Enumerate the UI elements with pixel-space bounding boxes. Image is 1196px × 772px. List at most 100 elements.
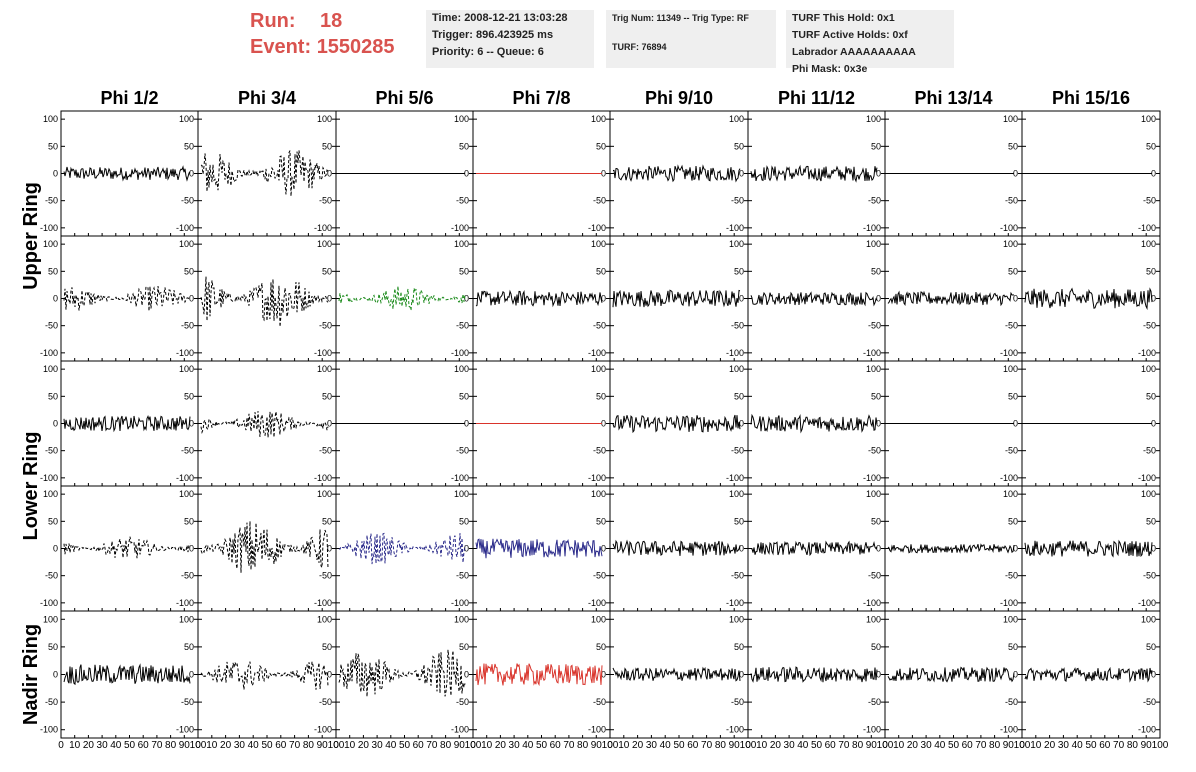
waveform-panel: 100 50 0 -50 -100 100 50 0 -50 -100 [40,235,199,362]
x-tick-label: 100 [740,740,757,751]
y-tick-label: 0 [876,294,881,304]
x-tick-label: 0 [607,740,613,751]
y-tick-label: -100 [1138,473,1156,483]
waveform-trace [887,543,1015,554]
y-tick-label: -100 [588,348,606,358]
y-tick-label: 100 [454,239,469,249]
waveform-panel: 100 50 0 -50 -100 [335,110,474,237]
y-tick-label: 0 [53,419,58,429]
y-tick-label: 50 [596,266,606,276]
x-tick-label: 30 [372,740,384,751]
x-tick-label: 10 [69,740,81,751]
y-tick-label: 0 [327,419,332,429]
y-tick-label: -100 [1138,223,1156,233]
column-title: Phi 1/2 [100,88,158,108]
y-tick-label: -100 [726,725,744,735]
y-tick-label: -50 [1143,321,1156,331]
run-value: 18 [320,10,343,32]
y-tick-label: -100 [863,725,881,735]
column-title: Phi 15/16 [1052,88,1130,108]
y-tick-label: 0 [876,670,881,680]
y-tick-label: 0 [464,670,469,680]
ring-label: Upper Ring [20,182,42,290]
waveform-trace [1024,287,1153,311]
trigger-text: Trigger: 896.423925 ms [432,29,554,41]
y-tick-label: 50 [596,391,606,401]
x-tick-label: 50 [261,740,273,751]
y-tick-label: 50 [1146,642,1156,652]
y-tick-label: 100 [317,614,332,624]
y-tick-label: 100 [43,489,58,499]
waveform-panel: 100 50 0 -50 -100 100 50 0 -50 -100 [40,360,199,487]
y-tick-label: 50 [1008,516,1018,526]
turf-text: TURF: 76894 [612,42,667,52]
x-tick-label: 20 [907,740,919,751]
waveform-trace [475,663,603,687]
y-tick-label: 0 [189,294,194,304]
y-tick-label: -100 [451,348,469,358]
y-tick-label: 100 [179,364,194,374]
y-tick-label: 100 [591,614,606,624]
waveform-trace [612,666,741,682]
waveform-trace [63,165,191,182]
y-tick-label: 50 [459,266,469,276]
y-tick-label: -100 [176,223,194,233]
y-tick-label: 0 [327,544,332,554]
y-tick-label: -50 [1143,571,1156,581]
x-tick-label: 90 [1003,740,1015,751]
x-tick-label: 30 [646,740,658,751]
y-tick-label: 0 [739,294,744,304]
waveform-panel: 100 50 0 -50 -100 [335,485,474,612]
y-tick-label: 100 [43,239,58,249]
y-tick-label: 50 [1146,391,1156,401]
y-tick-label: -100 [176,473,194,483]
panel-frame [60,110,199,237]
y-tick-label: -100 [1138,348,1156,358]
waveform-trace [750,413,878,434]
x-tick-label: 70 [563,740,575,751]
turf-this-hold-text: TURF This Hold: 0x1 [792,12,895,24]
y-tick-label: 50 [48,266,58,276]
y-tick-label: -100 [1138,598,1156,608]
waveform-panel: 100 50 0 -50 -100 [884,110,1023,237]
x-tick-label: 100 [328,740,345,751]
waveform-panel: 100 50 0 -50 -100 [609,485,749,612]
y-tick-label: -50 [1005,321,1018,331]
y-tick-label: 50 [734,141,744,151]
y-tick-label: 50 [734,642,744,652]
y-tick-label: -100 [1000,348,1018,358]
y-tick-label: 50 [1146,266,1156,276]
y-tick-label: -100 [726,223,744,233]
y-tick-label: -50 [319,196,332,206]
waveform-trace [338,532,466,565]
waveform-trace [612,164,741,183]
y-tick-label: -100 [588,473,606,483]
run-event-box: Run: 18 Event: 1550285 [250,8,420,64]
y-tick-label: 0 [189,670,194,680]
y-tick-label: -100 [863,473,881,483]
y-tick-label: -100 [588,725,606,735]
y-tick-label: 100 [317,489,332,499]
waveform-trace [750,540,878,557]
y-tick-label: 100 [179,614,194,624]
waveform-trace [1024,539,1153,558]
y-tick-label: 100 [1141,489,1156,499]
time-text: Time: 2008-12-21 13:03:28 [432,12,568,24]
y-tick-label: -50 [1005,571,1018,581]
y-tick-label: 100 [43,114,58,124]
y-tick-label: -100 [314,348,332,358]
waveform-trace [338,286,466,311]
x-tick-label: 40 [1072,740,1084,751]
x-tick-label: 20 [358,740,370,751]
y-tick-label: -50 [593,196,606,206]
x-tick-label: 70 [151,740,163,751]
y-tick-label: 50 [184,141,194,151]
waveform-trace [200,411,329,438]
event-line: Event: 1550285 [250,34,420,60]
y-tick-label: 50 [48,516,58,526]
y-tick-label: -100 [40,725,58,735]
ring-label: Nadir Ring [20,624,42,725]
waveform-trace [200,276,329,327]
y-tick-label: 0 [601,294,606,304]
y-tick-label: 100 [591,239,606,249]
